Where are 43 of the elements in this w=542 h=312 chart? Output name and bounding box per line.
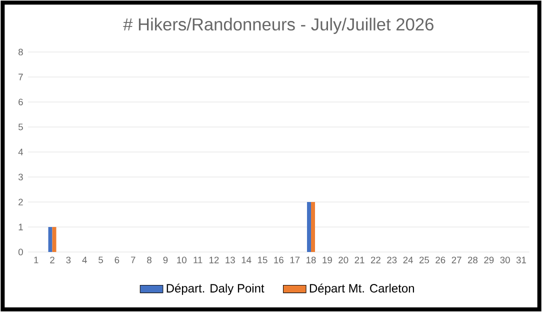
x-tick-label: 2 [50, 256, 54, 264]
x-tick-label: 6 [114, 256, 120, 264]
x-tick-label: 16 [274, 256, 284, 264]
x-tick-label: 19 [322, 256, 332, 264]
x-tick-label: 17 [290, 256, 300, 264]
x-tick-label: 22 [370, 256, 380, 264]
x-tick-label: 1 [34, 256, 38, 264]
x-tick-label: 13 [226, 256, 235, 264]
x-tick-label: 3 [66, 256, 71, 264]
x-tick-label: 5 [98, 256, 103, 264]
x-tick-label: 12 [210, 256, 219, 264]
x-tick-label: 7 [131, 256, 136, 264]
x-tick-label: 18 [306, 256, 316, 264]
y-tick-label: 8 [18, 48, 23, 56]
x-tick-label: 4 [82, 256, 87, 264]
x-tick-label: 23 [387, 256, 397, 264]
y-tick-label: 7 [18, 74, 23, 80]
x-tick-label: 27 [452, 256, 462, 264]
y-tick-label: 5 [18, 124, 23, 130]
legend-label: Départ Mt. Carleton [310, 284, 414, 295]
x-tick-label: 11 [194, 256, 202, 264]
y-tick-label: 0 [18, 248, 23, 256]
x-tick-label: 9 [163, 256, 168, 264]
x-tick-label: 8 [147, 256, 152, 264]
x-tick-label: 31 [516, 256, 526, 264]
legend-label: Départ. Daly Point [166, 284, 264, 295]
x-tick-label: 26 [436, 256, 446, 264]
y-tick-label: 2 [18, 198, 23, 206]
x-tick-label: 24 [403, 256, 413, 264]
x-tick-label: 29 [484, 256, 494, 264]
x-tick-label: 15 [258, 256, 268, 264]
x-tick-label: 28 [468, 256, 478, 264]
x-tick-label: 10 [177, 256, 186, 264]
x-tick-label: 25 [419, 256, 429, 264]
y-tick-label: 6 [18, 98, 23, 106]
x-tick-label: 21 [354, 256, 364, 264]
chart-title: # Hikers/Randonneurs - July/Juillet 2026 [123, 18, 434, 34]
x-tick-label: 30 [500, 256, 510, 264]
x-tick-label: 14 [242, 256, 252, 264]
y-tick-label: 3 [18, 174, 23, 180]
y-tick-label: 1 [18, 224, 23, 230]
y-tick-label: 4 [18, 148, 24, 156]
x-tick-label: 20 [338, 256, 348, 264]
